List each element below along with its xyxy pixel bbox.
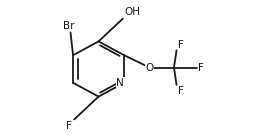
Text: OH: OH: [124, 7, 140, 17]
Text: O: O: [145, 63, 154, 73]
Text: F: F: [198, 63, 204, 73]
Text: N: N: [116, 78, 124, 88]
Text: F: F: [66, 121, 72, 131]
Text: F: F: [178, 86, 184, 95]
Text: F: F: [178, 40, 184, 50]
Text: Br: Br: [63, 21, 75, 31]
